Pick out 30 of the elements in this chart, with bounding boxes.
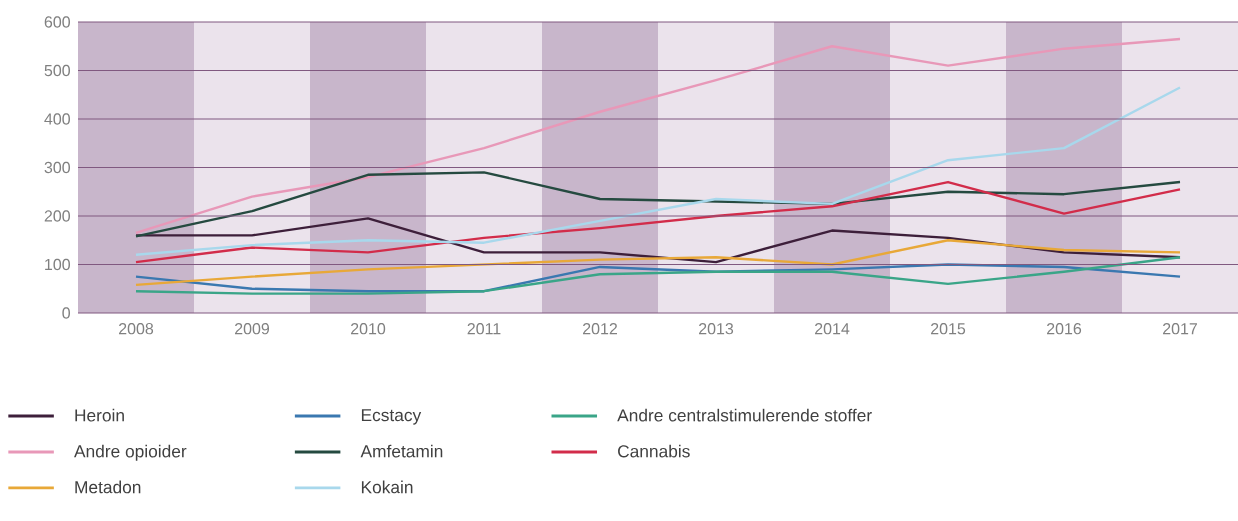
legend-label: Heroin	[75, 408, 124, 422]
y-tick-label: 600	[44, 16, 70, 28]
x-tick-label: 2016	[1047, 323, 1082, 335]
line-series	[134, 37, 1182, 235]
line-series	[134, 263, 1182, 293]
legend-label: Metadon	[75, 480, 141, 494]
legend-label: Andre opioider	[74, 444, 187, 461]
y-tick-label: 300	[44, 161, 70, 174]
x-tick-label: 2013	[699, 323, 734, 335]
x-tick-label: 2008	[119, 323, 154, 335]
y-tick-label: 100	[45, 258, 70, 271]
x-tick-label: 2011	[467, 323, 501, 335]
legend-label: Kokain	[361, 480, 413, 494]
x-tick-label: 2009	[235, 323, 270, 335]
y-tick-label: 200	[44, 210, 70, 222]
y-tick-label: 400	[44, 113, 70, 125]
legend-label: Amfetamin	[360, 444, 443, 458]
x-tick-label: 2014	[815, 323, 850, 335]
legend-label: Ecstacy	[361, 409, 422, 425]
y-tick-label: 0	[62, 307, 71, 319]
line-series	[134, 180, 1182, 264]
x-tick-label: 2010	[351, 323, 386, 335]
line-series	[134, 86, 1182, 257]
line-series	[134, 256, 1182, 295]
x-tick-label: 2012	[583, 323, 617, 335]
y-tick-label: 500	[44, 64, 70, 77]
legend-label: Cannabis	[618, 444, 690, 458]
x-tick-label: 2015	[931, 323, 966, 335]
x-tick-label: 2017	[1163, 323, 1197, 335]
legend-label: Andre centralstimulerende stoffer	[617, 408, 872, 422]
